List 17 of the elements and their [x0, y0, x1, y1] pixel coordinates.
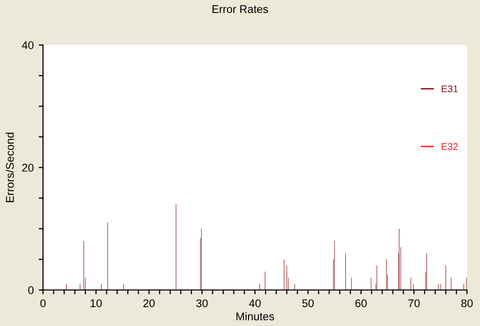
y-tick-label: 20 — [22, 164, 34, 172]
x-tick-label: 40 — [249, 299, 261, 308]
x-tick-label: 20 — [143, 299, 155, 308]
x-tick-label: 80 — [461, 299, 473, 308]
chart-title: Error Rates — [212, 5, 268, 14]
x-tick-label: 50 — [302, 299, 314, 308]
y-tick-label: 0 — [28, 286, 34, 294]
legend-label: E32 — [442, 143, 458, 150]
x-tick-label: 60 — [355, 299, 367, 308]
x-tick-label: 0 — [40, 299, 46, 308]
x-tick-label: 70 — [408, 299, 420, 308]
y-axis-title: Errors/Second — [6, 132, 14, 202]
x-axis-title: Minutes — [236, 312, 274, 320]
legend-label: E31 — [442, 85, 458, 92]
y-tick-label: 40 — [22, 41, 34, 50]
x-tick-label: 30 — [196, 299, 208, 308]
x-tick-label: 10 — [90, 299, 102, 308]
